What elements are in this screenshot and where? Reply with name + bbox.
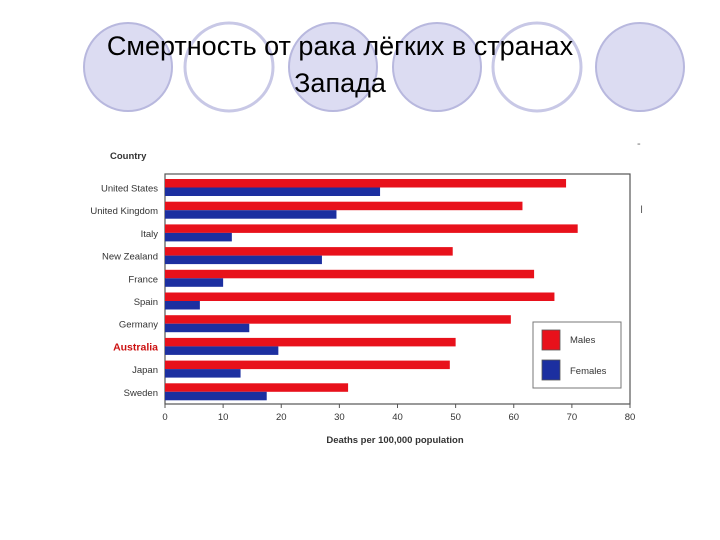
- bar-males-9: [165, 383, 349, 392]
- category-label-3: New Zealand: [102, 252, 158, 263]
- category-label-0: United States: [101, 184, 158, 195]
- bar-females-3: [165, 255, 322, 265]
- decor-circle-2: [183, 21, 275, 113]
- bar-females-4: [165, 278, 224, 287]
- x-tick-label-8: 80: [625, 412, 636, 423]
- category-label-8: Japan: [132, 365, 158, 376]
- x-tick-label-4: 40: [392, 412, 403, 423]
- category-label-1: United Kingdom: [90, 206, 158, 217]
- bar-males-0: [165, 179, 567, 188]
- legend-label-females: Females: [570, 366, 607, 377]
- bar-females-1: [165, 210, 337, 219]
- bar-females-2: [165, 232, 232, 242]
- decor-circle-4: [392, 22, 482, 112]
- category-label-5: Spain: [134, 297, 158, 308]
- decor-circle-3: [288, 22, 378, 112]
- bar-males-6: [165, 315, 511, 324]
- bar-females-5: [165, 301, 200, 310]
- bar-males-4: [165, 269, 535, 279]
- category-label-6: Germany: [119, 320, 158, 331]
- x-tick-label-7: 70: [567, 412, 578, 423]
- slide-title: Смертность от рака лёгких в странах Запа…: [40, 28, 640, 102]
- legend-swatch-males: [541, 329, 561, 351]
- bar-males-8: [165, 360, 450, 370]
- x-axis-title: Deaths per 100,000 population: [326, 435, 463, 446]
- legend-label-males: Males: [570, 335, 596, 346]
- bar-females-0: [165, 187, 381, 196]
- bar-females-8: [165, 369, 241, 378]
- bar-males-3: [165, 247, 453, 256]
- decorative-circles: [83, 21, 685, 113]
- x-tick-label-2: 20: [276, 412, 287, 423]
- x-tick-label-0: 0: [162, 412, 167, 423]
- bar-females-7: [165, 346, 279, 355]
- legend-swatch-females: [541, 359, 561, 381]
- bar-males-5: [165, 292, 555, 301]
- bar-females-6: [165, 323, 250, 333]
- bar-females-9: [165, 391, 267, 401]
- slide-title-line-1: Смертность от рака лёгких в странах: [106, 31, 574, 61]
- decor-circle-1: [83, 22, 173, 112]
- category-label-2: Italy: [141, 229, 159, 240]
- category-label-4: France: [128, 274, 158, 285]
- stray-mark-2: I: [640, 204, 644, 216]
- bar-males-7: [165, 337, 456, 347]
- bar-males-1: [165, 201, 523, 211]
- category-label-7: Australia: [113, 341, 158, 353]
- bar-males-2: [165, 224, 578, 233]
- category-label-9: Sweden: [124, 388, 158, 399]
- x-tick-label-6: 60: [508, 412, 519, 423]
- stray-mark-1: -: [637, 138, 641, 150]
- slide-title-line-2: Запада: [294, 68, 386, 98]
- x-tick-label-5: 50: [450, 412, 461, 423]
- decor-circle-5: [491, 21, 583, 113]
- decor-circle-6: [595, 22, 685, 112]
- x-tick-label-3: 30: [334, 412, 345, 423]
- category-axis-title: Country: [110, 151, 147, 162]
- x-tick-label-1: 10: [218, 412, 229, 423]
